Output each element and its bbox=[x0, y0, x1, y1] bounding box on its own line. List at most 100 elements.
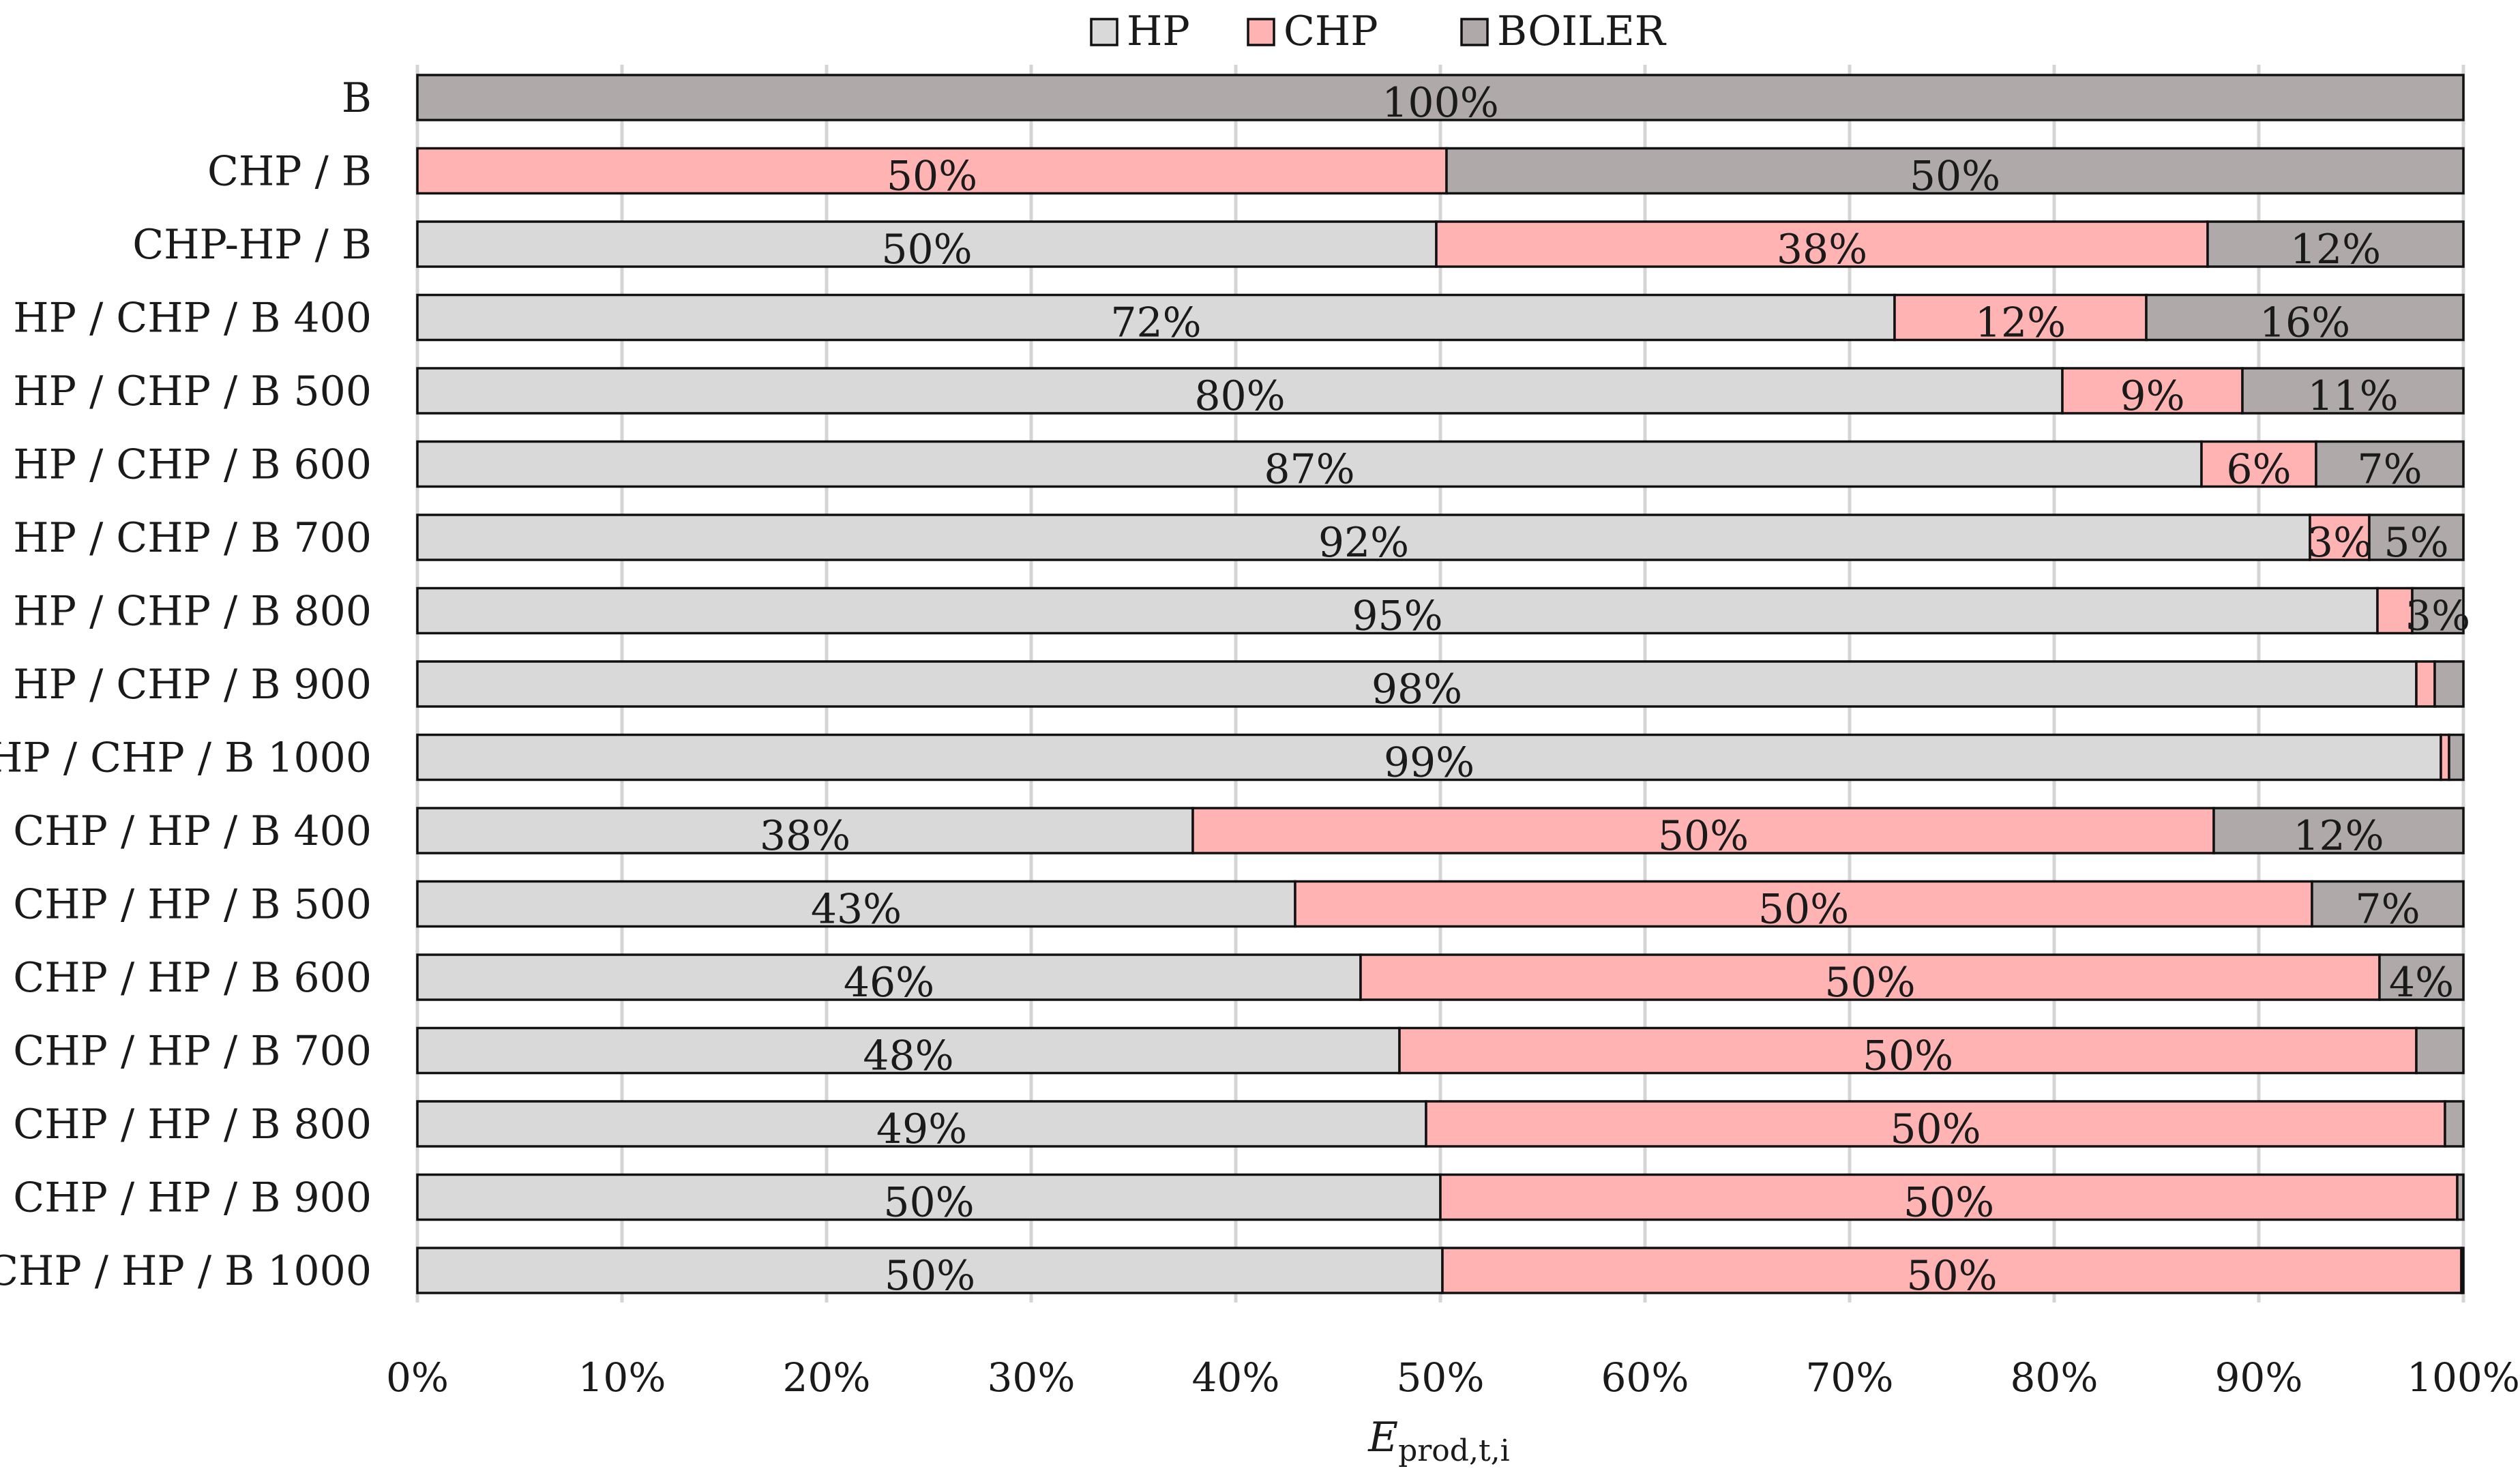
bar-segment-hp bbox=[416, 220, 1438, 268]
bar-segment-boiler bbox=[1445, 147, 2465, 195]
category-label: HP / CHP / B 1000 bbox=[0, 734, 372, 782]
bar-segment-chp bbox=[1439, 1173, 2459, 1221]
data-label: 92% bbox=[1318, 519, 1409, 567]
bar-segment-boiler bbox=[2456, 1173, 2465, 1221]
bar-segment-hp bbox=[416, 953, 1362, 1001]
bar-segment-chp bbox=[2309, 514, 2371, 561]
bar-segment-hp bbox=[416, 293, 1896, 342]
legend-swatch-hp bbox=[1090, 18, 1118, 46]
bar-segment-hp bbox=[416, 514, 2311, 561]
x-tick-label: 60% bbox=[1601, 1354, 1689, 1401]
bar-segment-boiler bbox=[2444, 1100, 2465, 1148]
data-label: 3% bbox=[2405, 593, 2470, 640]
legend-swatch-boiler bbox=[1460, 18, 1489, 46]
data-label: 46% bbox=[844, 959, 934, 1007]
data-label: 50% bbox=[1824, 959, 1915, 1007]
bar-segment-hp bbox=[416, 586, 2379, 635]
bar-segment-chp bbox=[1441, 1247, 2463, 1294]
category-label: HP / CHP / B 700 bbox=[13, 514, 372, 562]
bar-segment-boiler bbox=[2368, 514, 2465, 561]
category-label: HP / CHP / B 400 bbox=[13, 295, 372, 342]
bar-segment-boiler bbox=[2311, 880, 2465, 928]
legend-label-hp: HP bbox=[1127, 8, 1190, 55]
bar-segment-boiler bbox=[2315, 440, 2465, 488]
data-label: 12% bbox=[2293, 812, 2384, 860]
category-label: CHP / HP / B 800 bbox=[13, 1101, 372, 1148]
data-label: 50% bbox=[883, 1179, 974, 1227]
bar-segment-hp bbox=[416, 660, 2418, 708]
data-label: 11% bbox=[2307, 372, 2398, 420]
bar-segment-chp bbox=[1425, 1100, 2446, 1148]
x-axis-title: Eprod,t,i bbox=[1367, 1414, 1509, 1468]
bar-segment-boiler bbox=[2415, 1026, 2465, 1075]
x-tick-label: 70% bbox=[1806, 1354, 1894, 1401]
data-label: 48% bbox=[863, 1032, 953, 1080]
bar-segment-hp bbox=[416, 1100, 1427, 1148]
legend-label-boiler: BOILER bbox=[1497, 8, 1667, 55]
data-label: 50% bbox=[881, 226, 972, 273]
bar-segment-hp bbox=[416, 807, 1194, 854]
bars bbox=[416, 74, 2465, 1294]
category-label: CHP / B bbox=[207, 148, 372, 196]
category-label: CHP / HP / B 500 bbox=[13, 881, 372, 929]
bar-segment-chp bbox=[416, 147, 1448, 195]
data-label: 87% bbox=[1264, 446, 1354, 494]
category-label: HP / CHP / B 900 bbox=[13, 661, 372, 709]
bar-segment-hp bbox=[416, 440, 2203, 488]
data-label: 43% bbox=[811, 886, 902, 934]
data-label: 3% bbox=[2307, 519, 2372, 567]
data-label: 7% bbox=[2355, 886, 2420, 934]
bar-segment-boiler bbox=[2460, 1247, 2465, 1294]
category-label: HP / CHP / B 600 bbox=[13, 441, 372, 489]
category-label: HP / CHP / B 800 bbox=[13, 588, 372, 636]
data-label: 50% bbox=[1758, 886, 1849, 934]
bar-segment-hp bbox=[416, 733, 2442, 782]
bar-segment-chp bbox=[2376, 586, 2414, 635]
data-label: 98% bbox=[1372, 666, 1462, 713]
bar-segment-chp bbox=[2061, 367, 2244, 415]
bar-segment-chp bbox=[2200, 440, 2317, 488]
bar-segment-boiler bbox=[2212, 807, 2465, 854]
data-label: 6% bbox=[2226, 446, 2291, 494]
data-label: 16% bbox=[2259, 299, 2350, 347]
bar-segment-chp bbox=[2415, 660, 2436, 708]
x-tick-label: 40% bbox=[1192, 1354, 1280, 1401]
data-label: 95% bbox=[1352, 593, 1442, 640]
legend-label-chp: CHP bbox=[1284, 8, 1378, 55]
category-label: CHP-HP / B bbox=[132, 221, 372, 269]
data-label: 49% bbox=[876, 1105, 967, 1153]
data-label: 50% bbox=[1658, 812, 1749, 860]
category-label: B bbox=[342, 74, 372, 122]
data-label: 80% bbox=[1194, 372, 1285, 420]
data-label: 12% bbox=[2290, 226, 2381, 273]
bar-segment-boiler bbox=[2145, 293, 2465, 342]
data-label: 38% bbox=[760, 812, 850, 860]
bar-segment-chp bbox=[1435, 220, 2209, 268]
data-label: 12% bbox=[1975, 299, 2066, 347]
bar-segment-hp bbox=[416, 1026, 1401, 1075]
legend: HP CHP BOILER bbox=[1090, 8, 1667, 55]
x-tick-label: 100% bbox=[2407, 1354, 2520, 1401]
x-tick-label: 50% bbox=[1397, 1354, 1485, 1401]
bar-segment-boiler bbox=[2448, 733, 2465, 782]
x-tick-label: 0% bbox=[386, 1354, 449, 1401]
x-tick-labels: 0% 10% 20% 30% 40% 50% 60% 70% 80% 90% 100% bbox=[386, 1354, 2520, 1401]
data-label: 50% bbox=[887, 153, 977, 200]
bar-labels: 100%50% 50%50% 38% 12%72% 12% 16%80% 9% 11%87% 6… bbox=[760, 79, 2470, 1300]
data-label: 50% bbox=[1903, 1179, 1994, 1227]
category-label: CHP / HP / B 1000 bbox=[0, 1247, 372, 1295]
bar-segment-boiler bbox=[416, 74, 2465, 121]
data-label: 4% bbox=[2389, 959, 2454, 1007]
bar-segment-boiler bbox=[2206, 220, 2465, 268]
data-label: 72% bbox=[1110, 299, 1201, 347]
category-label: CHP / HP / B 900 bbox=[13, 1174, 372, 1222]
bar-segment-chp bbox=[1191, 807, 2215, 854]
data-label: 50% bbox=[1910, 153, 2000, 200]
x-tick-label: 80% bbox=[2011, 1354, 2099, 1401]
x-axis-title-subscript: prod,t,i bbox=[1398, 1433, 1510, 1468]
bar-segment-hp bbox=[416, 1247, 1444, 1294]
bar-segment-chp bbox=[1398, 1026, 2418, 1075]
x-tick-label: 30% bbox=[988, 1354, 1076, 1401]
bar-segment-boiler bbox=[2411, 586, 2465, 635]
